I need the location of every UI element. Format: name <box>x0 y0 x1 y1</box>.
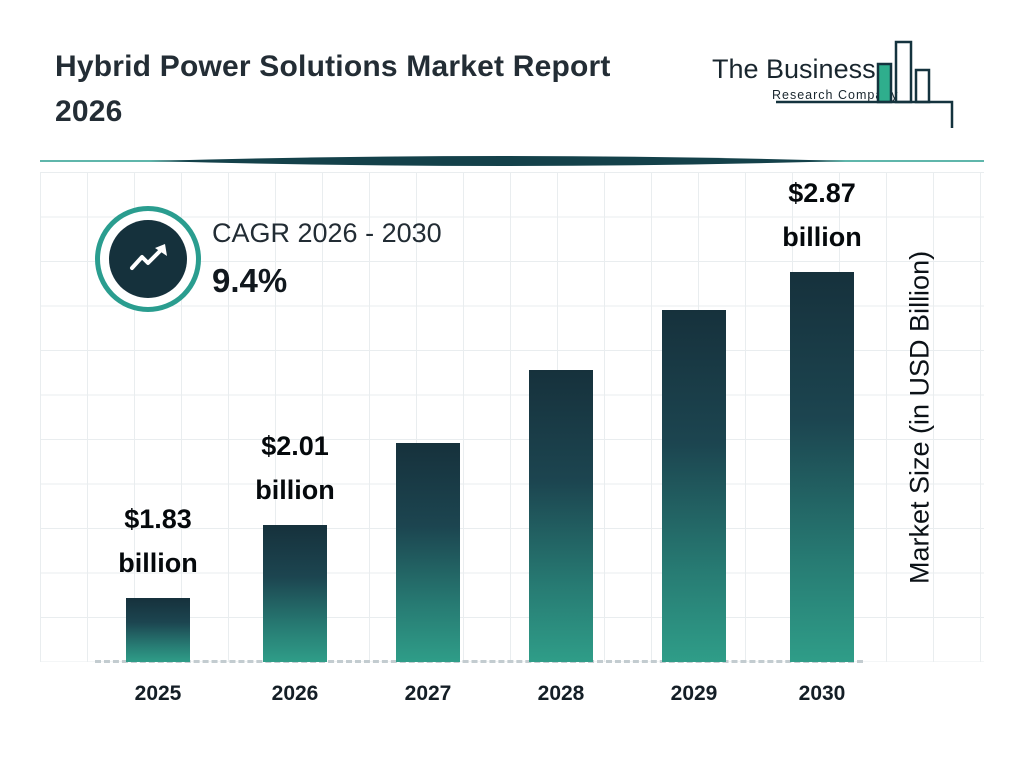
cagr-badge <box>95 206 201 312</box>
cagr-value: 9.4% <box>212 262 288 299</box>
y-axis-title: Market Size (in USD Billion) <box>904 250 935 584</box>
header-divider <box>40 152 984 170</box>
x-axis-label-2027: 2027 <box>404 682 452 705</box>
page-title: Hybrid Power Solutions Market Report 202… <box>55 44 705 134</box>
divider-lens-icon <box>40 156 984 166</box>
x-axis-label-2030: 2030 <box>798 682 846 705</box>
x-axis-label-2026: 2026 <box>271 682 319 705</box>
x-axis-label-2028: 2028 <box>537 682 585 705</box>
cagr-badge-inner <box>109 220 187 298</box>
bar-chart-logo-icon: The Business Research Company <box>712 40 954 128</box>
company-logo: The Business Research Company <box>712 38 972 134</box>
page-title-line1: Hybrid Power Solutions Market Report <box>55 50 611 83</box>
chart-baseline <box>95 660 863 663</box>
logo-name-line2: Research Company <box>772 88 898 102</box>
page-title-line2: 2026 <box>55 95 123 128</box>
x-axis-label-2029: 2029 <box>670 682 718 705</box>
cagr-label: CAGR 2026 - 2030 <box>212 218 442 248</box>
logo-name-line1: The Business <box>712 54 876 84</box>
trend-up-arrow-icon <box>130 244 167 270</box>
x-axis-label-2025: 2025 <box>134 682 182 705</box>
